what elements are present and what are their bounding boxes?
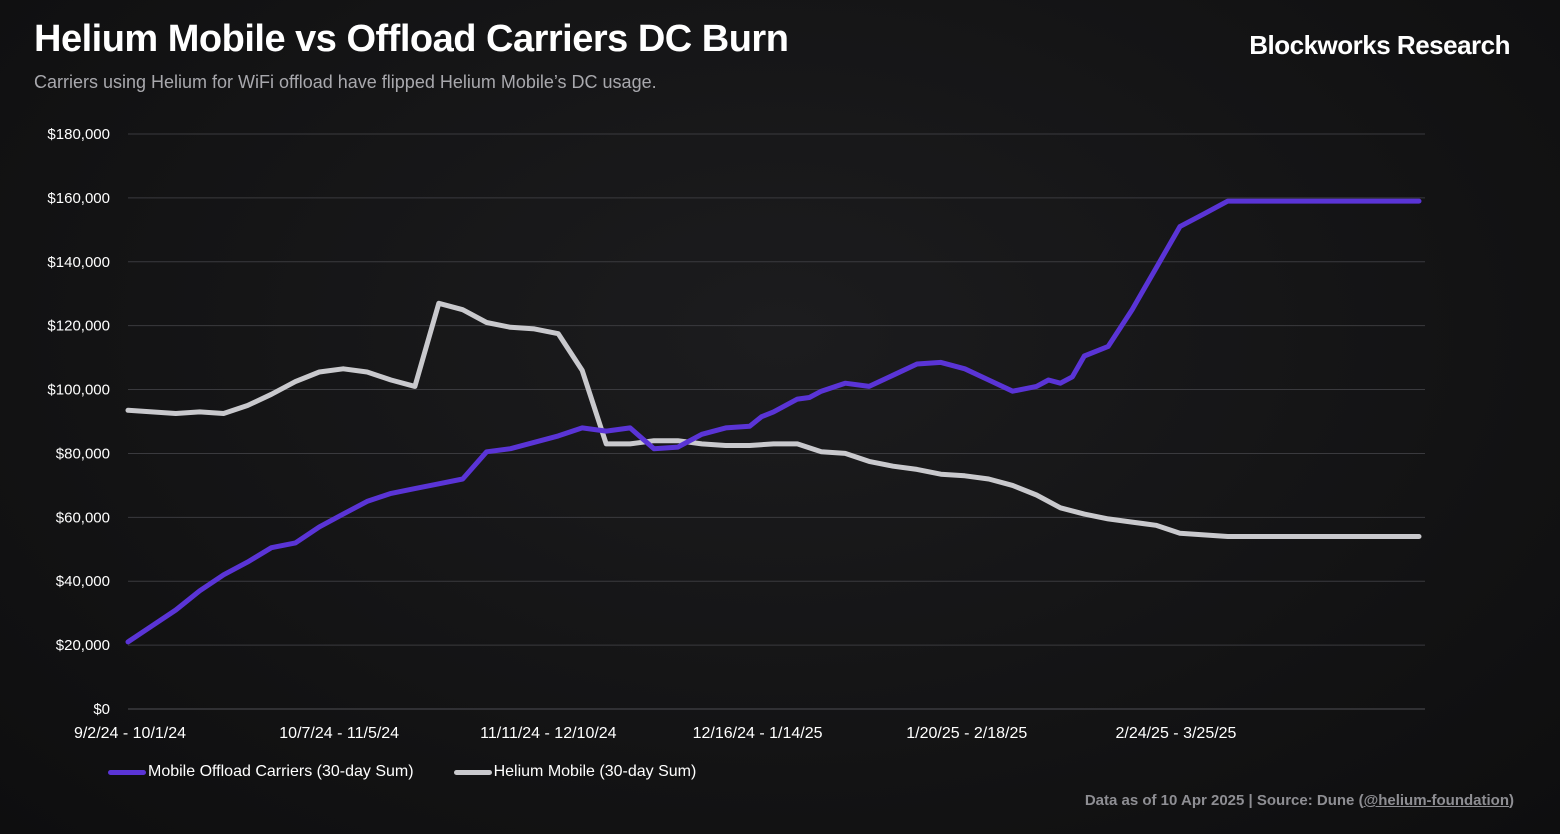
legend-item-offload: Mobile Offload Carriers (30-day Sum) — [108, 763, 414, 781]
brand-logo-text: Blockworks Research — [1249, 30, 1510, 60]
legend-label-helium: Helium Mobile (30-day Sum) — [493, 763, 697, 780]
x-tick-label: 10/7/24 - 11/5/24 — [279, 725, 399, 742]
x-tick-label: 11/11/24 - 12/10/24 — [480, 725, 617, 742]
source-link[interactable]: @helium-foundation — [1363, 792, 1509, 809]
legend-swatch-offload — [108, 769, 146, 775]
y-tick-label: $120,000 — [47, 318, 110, 335]
x-axis-tick-labels: 9/2/24 - 10/1/24 10/7/24 - 11/5/24 11/11/2… — [74, 725, 1237, 742]
y-tick-label: $160,000 — [47, 190, 110, 207]
series-line-helium — [125, 300, 1422, 539]
y-tick-label: $60,000 — [56, 509, 110, 526]
y-tick-label: $180,000 — [47, 126, 110, 143]
chart-legend: Mobile Offload Carriers (30-day Sum) Hel… — [108, 763, 696, 781]
x-tick-label: 2/24/25 - 3/25/25 — [1115, 725, 1236, 742]
x-tick-label: 12/16/24 - 1/14/25 — [693, 725, 823, 742]
series-line-offload — [125, 198, 1422, 645]
chart-title: Helium Mobile vs Offload Carriers DC Bur… — [34, 18, 789, 60]
legend-item-helium: Helium Mobile (30-day Sum) — [453, 763, 697, 781]
y-tick-label: $140,000 — [47, 254, 110, 271]
y-tick-label: $20,000 — [56, 637, 110, 654]
grid-lines — [128, 133, 1425, 710]
x-tick-label: 1/20/25 - 2/18/25 — [906, 725, 1027, 742]
y-axis-tick-labels: $0 $20,000 $40,000 $60,000 $80,000 $100,000 $1… — [47, 126, 110, 718]
y-tick-label: $80,000 — [56, 445, 110, 462]
y-tick-label: $0 — [93, 701, 110, 718]
chart-subtitle: Carriers using Helium for WiFi offload h… — [34, 72, 657, 92]
source-footer: Data as of 10 Apr 2025 | Source: Dune (@… — [1085, 792, 1514, 809]
source-text-end: ) — [1509, 792, 1514, 809]
y-tick-label: $40,000 — [56, 573, 110, 590]
y-tick-label: $100,000 — [47, 382, 110, 399]
legend-swatch-helium — [453, 769, 492, 775]
x-tick-label: 9/2/24 - 10/1/24 — [74, 725, 186, 742]
legend-label-offload: Mobile Offload Carriers (30-day Sum) — [148, 763, 414, 780]
source-text: Data as of 10 Apr 2025 | Source: Dune ( — [1084, 792, 1364, 809]
series-lines — [125, 198, 1422, 645]
